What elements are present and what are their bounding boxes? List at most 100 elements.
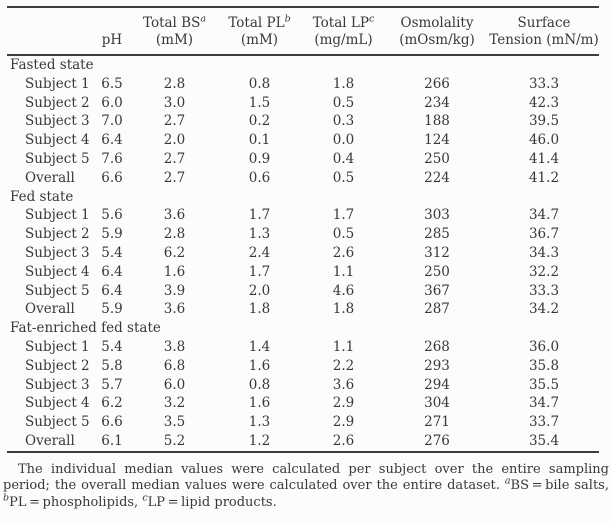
row-label: Subject 4 [25,263,90,280]
cell-value: 1.7 [248,263,271,280]
row-label: Subject 3 [25,113,90,130]
header-lp-top: Total LPc [302,13,385,32]
footnote-def-a-marker: a [504,475,511,487]
table-header: pH Total BSa (mM) Total PLb (mM) Total L… [7,7,599,56]
cell-value: 0.5 [332,226,355,243]
group-label: Fed state [10,188,74,205]
cell-value: 2.9 [332,395,355,412]
column-header-osmolality: Osmolality (mOsm/kg) [385,7,489,56]
footnote-marker-b: b [284,13,291,25]
cell-value: 2.6 [332,244,355,261]
row-label: Subject 2 [25,226,90,243]
cell-value: 7.0 [101,113,123,130]
cell-value: 0.5 [332,169,355,186]
cell-value: 294 [424,376,450,393]
cell-value: 5.4 [101,338,123,355]
cell-value: 1.8 [332,75,355,92]
cell-value: 2.7 [163,169,186,186]
group-label: Fasted state [10,57,94,73]
table-row: Subject 3 5.7 6.0 0.8 3.6 294 35.5 [7,376,599,395]
row-label: Subject 3 [25,244,90,261]
cell-value: 367 [424,282,450,299]
column-header-total-lp: Total LPc (mg/mL) [302,7,385,56]
table-row: Subject 1 5.4 3.8 1.4 1.1 268 36.0 [7,338,599,357]
cell-value: 3.6 [332,376,355,393]
footnote-marker-a: a [200,13,206,25]
header-osm-unit: (mOsm/kg) [399,32,475,48]
table-row: Subject 1 5.6 3.6 1.7 1.7 303 34.7 [7,206,599,225]
cell-value: 6.1 [101,432,123,449]
cell-value: 2.7 [163,113,186,130]
row-label: Subject 1 [25,338,90,355]
cell-value: 0.8 [248,75,271,92]
cell-value: 42.3 [528,94,560,111]
cell-value: 5.7 [101,376,123,393]
table-row: Subject 5 6.6 3.5 1.3 2.9 271 33.7 [7,413,599,432]
cell-value: 1.1 [332,338,355,355]
row-label: Subject 1 [25,75,90,92]
table-row: Subject 3 5.4 6.2 2.4 2.6 312 34.3 [7,244,599,263]
group-label: Fat-enriched fed state [10,320,161,337]
column-header-rowlabel [7,7,92,56]
table-row: Subject 5 7.6 2.7 0.9 0.4 250 41.4 [7,150,599,169]
cell-value: 41.2 [528,169,560,186]
footnote-text: The individual median values were calcul… [3,461,609,494]
cell-value: 2.2 [332,357,355,374]
gastric-fluid-characteristics-table: pH Total BSa (mM) Total PLb (mM) Total L… [7,6,599,453]
cell-value: 35.5 [528,376,560,393]
cell-value: 36.0 [528,338,560,355]
group-header-row: Fasted state [7,55,599,75]
cell-value: 33.7 [528,414,560,431]
cell-value: 6.5 [101,75,123,92]
cell-value: 5.9 [101,226,123,243]
cell-value: 46.0 [528,132,560,149]
cell-value: 188 [424,113,450,130]
row-label: Overall [25,301,75,318]
table-row: Overall 5.9 3.6 1.8 1.8 287 34.2 [7,300,599,319]
cell-value: 35.4 [528,432,560,449]
table-body: Fasted state Subject 1 6.5 2.8 0.8 1.8 266 33.3… [7,55,599,452]
cell-value: 6.4 [101,282,123,299]
row-label: Subject 5 [25,282,90,299]
cell-value: 266 [424,75,450,92]
cell-value: 312 [424,244,450,261]
cell-value: 303 [424,207,450,224]
cell-value: 3.5 [163,414,186,431]
table-row: Subject 5 6.4 3.9 2.0 4.6 367 33.3 [7,282,599,301]
cell-value: 268 [424,338,450,355]
row-label: Subject 5 [25,414,90,431]
cell-value: 3.8 [163,338,186,355]
cell-value: 287 [424,301,450,318]
row-label: Overall [25,432,75,449]
cell-value: 1.8 [248,301,271,318]
cell-value: 1.4 [248,338,271,355]
cell-value: 1.3 [248,414,271,431]
column-header-surface-tension: Surface Tension (mN/m) [489,7,599,56]
cell-value: 3.2 [163,395,186,412]
cell-value: 2.8 [163,75,186,92]
cell-value: 35.8 [528,357,560,374]
row-label: Subject 2 [25,94,90,111]
cell-value: 1.6 [248,395,271,412]
cell-value: 3.9 [163,282,186,299]
footnote-marker-c: c [368,13,375,25]
cell-value: 4.6 [332,282,355,299]
cell-value: 2.7 [163,150,186,167]
cell-value: 6.4 [101,263,123,280]
row-label: Subject 3 [25,376,90,393]
cell-value: 34.3 [528,244,560,261]
cell-value: 5.2 [163,432,186,449]
cell-value: 33.3 [528,75,560,92]
cell-value: 6.4 [101,132,123,149]
cell-value: 32.2 [528,263,560,280]
cell-value: 6.0 [101,94,123,111]
footnote-def-b-marker: b [3,492,10,504]
row-label: Subject 4 [25,132,90,149]
cell-value: 0.6 [248,169,271,186]
cell-value: 41.4 [528,150,560,167]
cell-value: 1.2 [248,432,271,449]
header-pl-title: Total PL [228,15,285,31]
cell-value: 234 [424,94,450,111]
cell-value: 271 [424,414,450,431]
cell-value: 250 [424,263,450,280]
